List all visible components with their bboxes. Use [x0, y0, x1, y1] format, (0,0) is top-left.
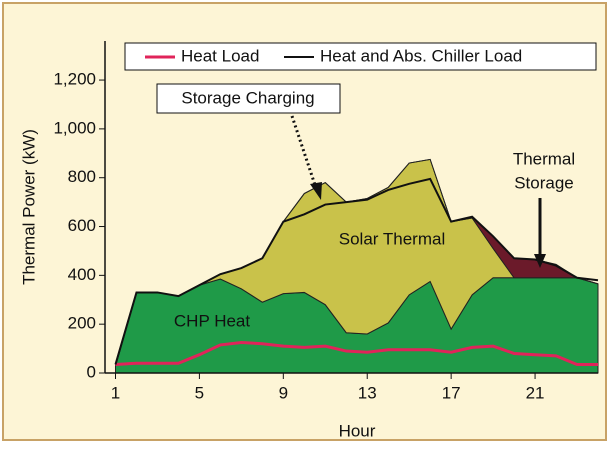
- annotation-box: [156, 83, 341, 114]
- x-tick-label: 13: [358, 383, 377, 402]
- x-tick-label: 1: [111, 383, 120, 402]
- annotation: Storage Charging: [181, 88, 314, 107]
- x-tick-label: 21: [526, 383, 545, 402]
- arrow-head: [534, 254, 546, 268]
- x-tick-label: 5: [195, 383, 204, 402]
- line: [114, 177, 599, 365]
- area-label: CHP Heat: [174, 311, 250, 330]
- annotation: Thermal: [513, 149, 575, 168]
- legend: [124, 42, 597, 71]
- legend-label: Heat Load: [181, 46, 259, 65]
- y-axis-title: Thermal Power (kW): [19, 129, 38, 285]
- legend-label: Heat and Abs. Chiller Load: [320, 46, 522, 65]
- x-tick-label: 9: [279, 383, 288, 402]
- annotation: Storage: [514, 173, 574, 192]
- line: [115, 340, 598, 366]
- arrow-head: [310, 182, 322, 200]
- area-label: Solar Thermal: [339, 229, 445, 248]
- y-tick-label: 1,200: [53, 70, 96, 89]
- x-axis-title: Hour: [339, 421, 376, 440]
- x-tick-label: 17: [442, 383, 461, 402]
- y-tick-label: 800: [68, 167, 96, 186]
- y-tick-label: 0: [87, 362, 96, 381]
- y-tick-label: 400: [68, 265, 96, 284]
- y-tick-label: 200: [68, 314, 96, 333]
- y-tick-label: 600: [68, 216, 96, 235]
- y-tick-label: 1,000: [53, 118, 96, 137]
